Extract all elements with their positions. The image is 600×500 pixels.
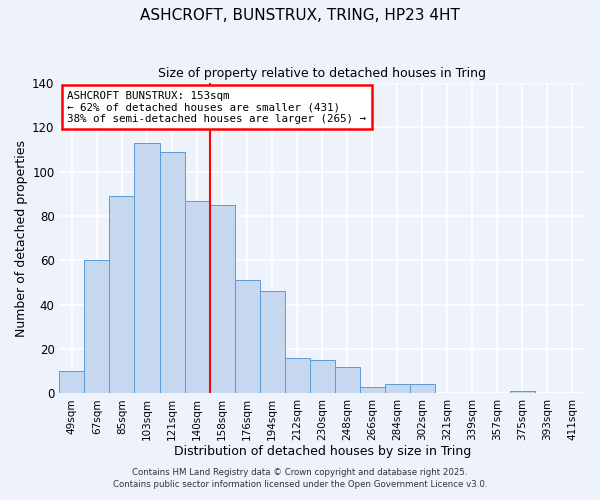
Bar — [85, 260, 109, 394]
Text: ASHCROFT BUNSTRUX: 153sqm
← 62% of detached houses are smaller (431)
38% of semi: ASHCROFT BUNSTRUX: 153sqm ← 62% of detac… — [67, 91, 366, 124]
X-axis label: Distribution of detached houses by size in Tring: Distribution of detached houses by size … — [173, 444, 471, 458]
Text: ASHCROFT, BUNSTRUX, TRING, HP23 4HT: ASHCROFT, BUNSTRUX, TRING, HP23 4HT — [140, 8, 460, 22]
Bar — [59, 371, 85, 394]
Y-axis label: Number of detached properties: Number of detached properties — [15, 140, 28, 336]
Bar — [134, 143, 160, 394]
Bar — [284, 358, 310, 394]
Bar — [160, 152, 185, 394]
Bar — [360, 386, 385, 394]
Bar — [510, 391, 535, 394]
Text: Contains HM Land Registry data © Crown copyright and database right 2025.
Contai: Contains HM Land Registry data © Crown c… — [113, 468, 487, 489]
Bar — [109, 196, 134, 394]
Bar — [335, 367, 360, 394]
Bar — [235, 280, 260, 394]
Bar — [310, 360, 335, 394]
Bar — [260, 292, 284, 394]
Bar — [410, 384, 435, 394]
Bar — [185, 200, 209, 394]
Bar — [209, 205, 235, 394]
Bar — [385, 384, 410, 394]
Title: Size of property relative to detached houses in Tring: Size of property relative to detached ho… — [158, 68, 486, 80]
